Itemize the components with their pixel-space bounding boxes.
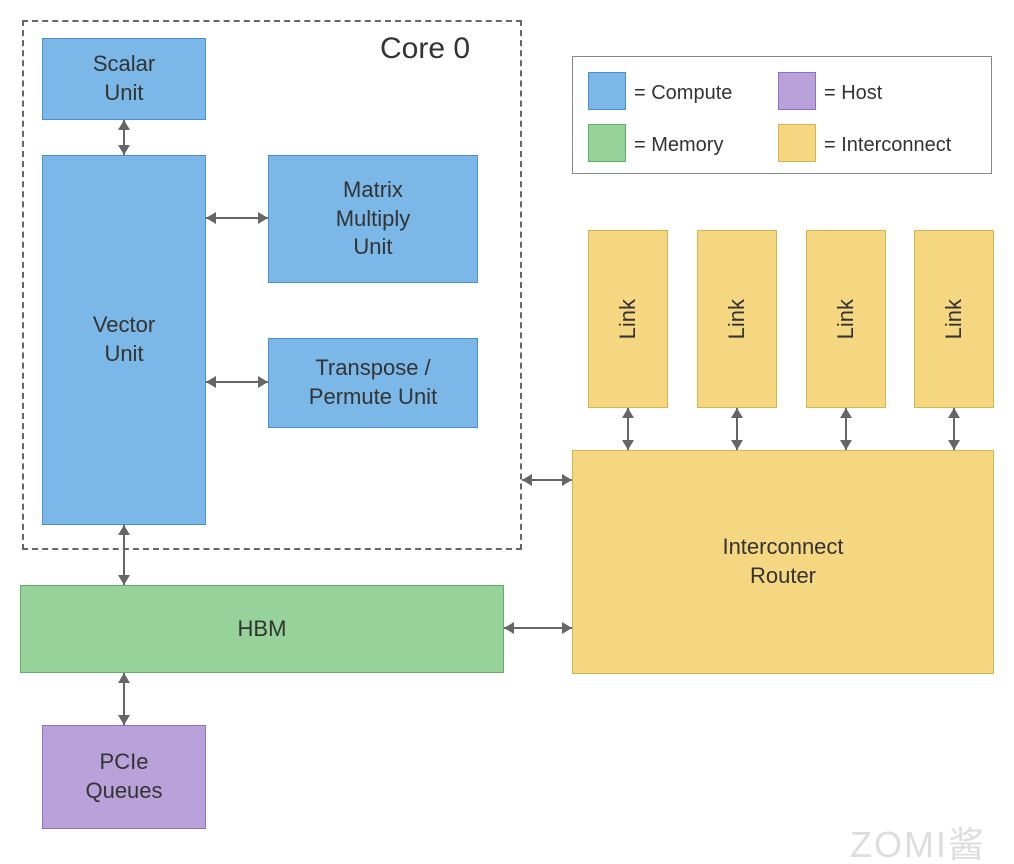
watermark-text: ZOMI酱 xyxy=(850,816,986,864)
connectors-layer xyxy=(0,0,1014,864)
